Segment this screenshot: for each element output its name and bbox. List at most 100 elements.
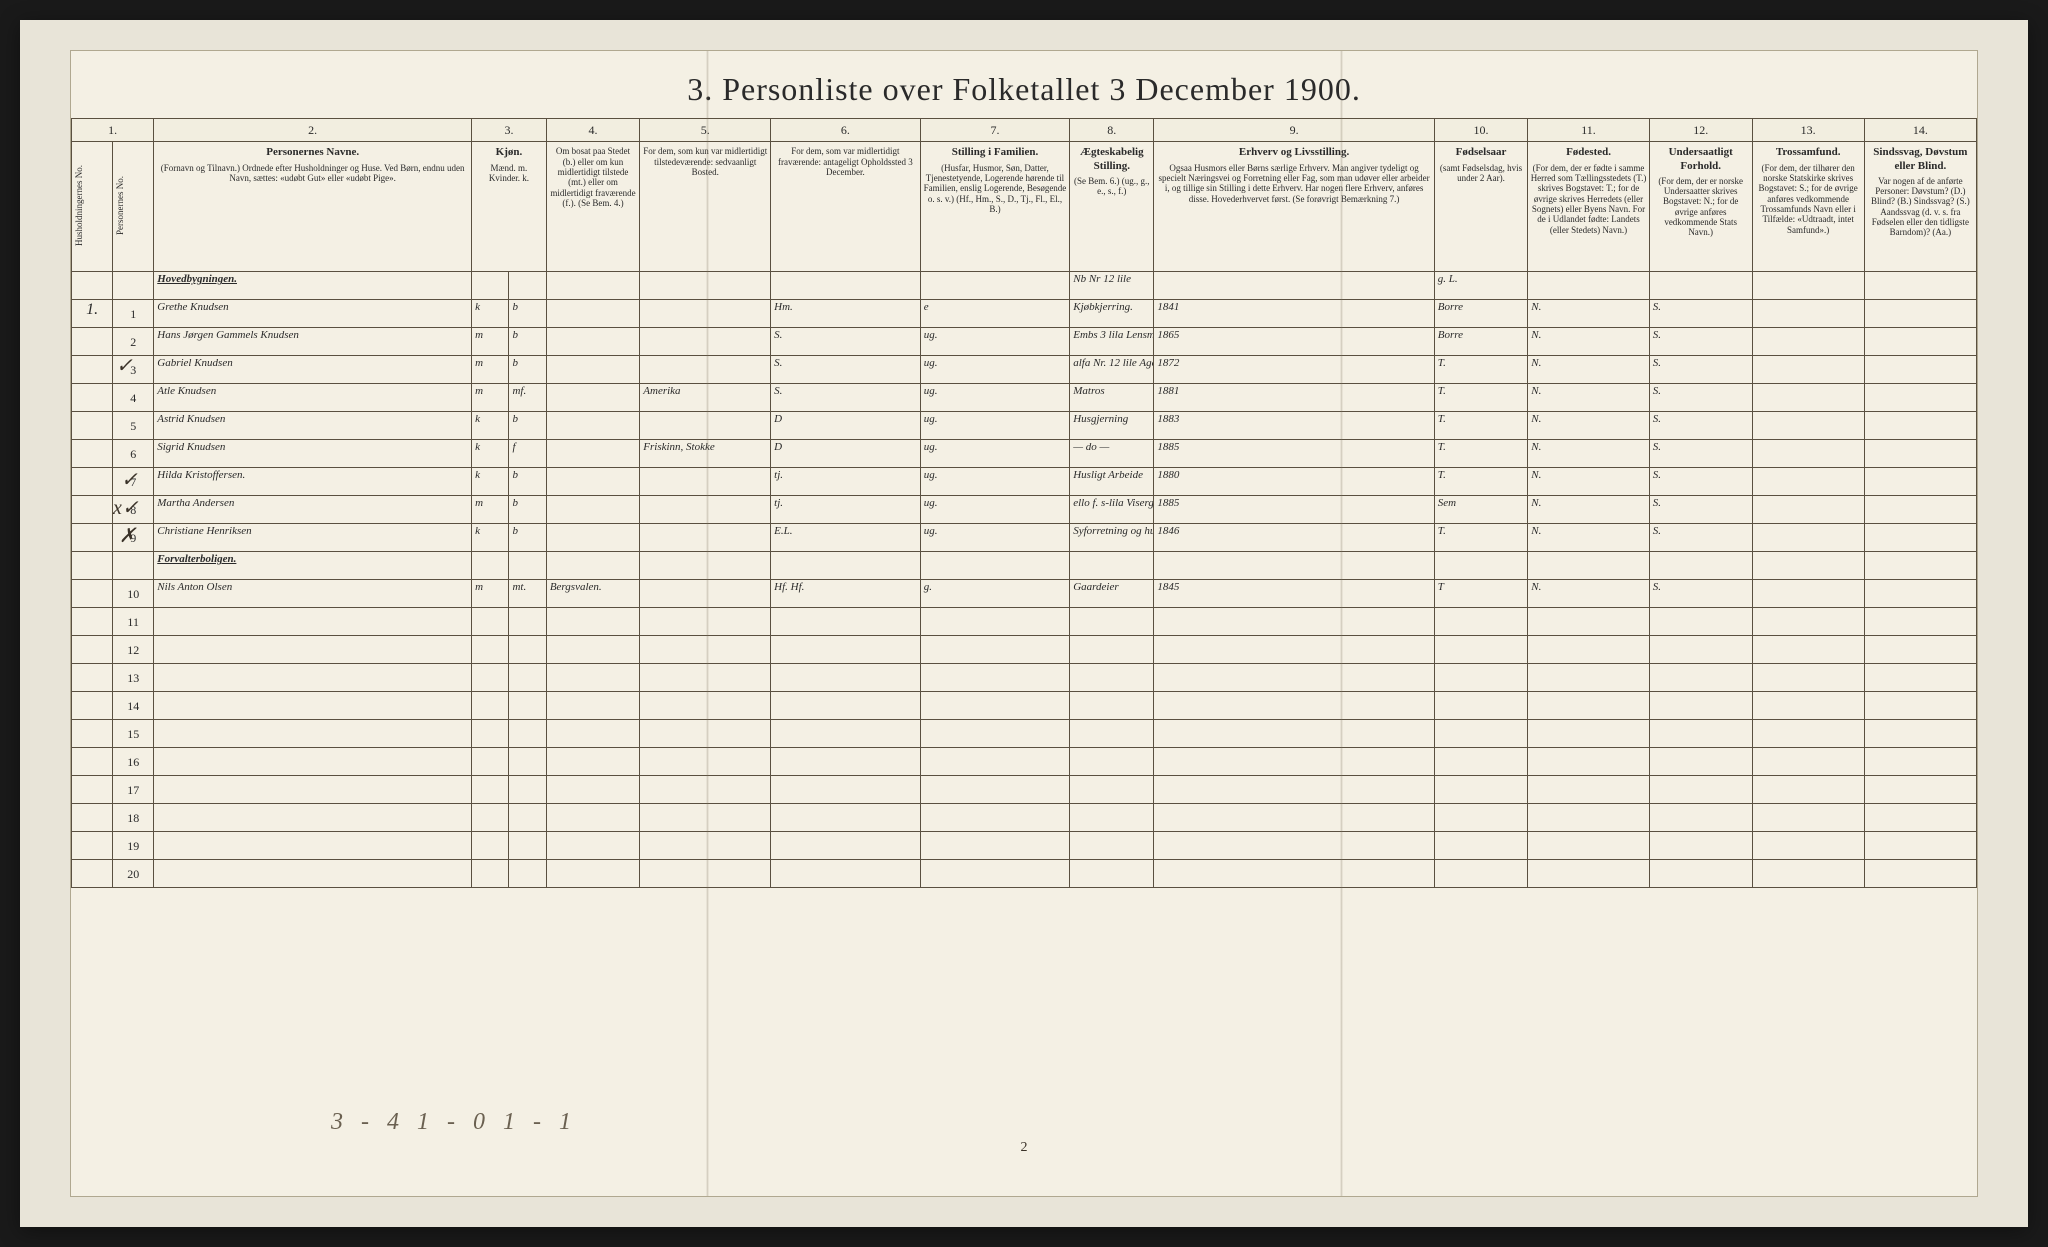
cell: mt. [509, 580, 546, 608]
census-sheet: 3. Personliste over Folketallet 3 Decemb… [70, 50, 1978, 1197]
cell: m [472, 384, 509, 412]
cell: Grethe Knudsen [154, 300, 472, 328]
cell [640, 832, 771, 860]
cell [920, 692, 1070, 720]
cell [72, 776, 113, 804]
cell [1752, 608, 1864, 636]
margin-mark: ✓ [116, 353, 133, 378]
cell [1864, 440, 1976, 468]
cell: Gaardeier [1070, 580, 1154, 608]
cell [546, 356, 639, 384]
cell [546, 328, 639, 356]
cell [1070, 776, 1154, 804]
cell [72, 692, 113, 720]
cell [1752, 692, 1864, 720]
cell [546, 748, 639, 776]
table-row: 8Martha Andersenmbtj.ug.ello f. s-lila V… [72, 496, 1977, 524]
cell [1528, 832, 1650, 860]
cell [1070, 608, 1154, 636]
cell [546, 412, 639, 440]
cell [113, 272, 154, 300]
cell [1154, 832, 1434, 860]
header-presence: Om bosat paa Stedet (b.) eller om kun mi… [546, 142, 639, 272]
cell [509, 832, 546, 860]
cell [1752, 860, 1864, 888]
cell [1154, 692, 1434, 720]
cell [72, 468, 113, 496]
cell [509, 720, 546, 748]
cell [640, 580, 771, 608]
cell [1752, 636, 1864, 664]
cell [1864, 412, 1976, 440]
cell: Martha Andersen [154, 496, 472, 524]
cell [472, 804, 509, 832]
margin-mark: ✓ [121, 467, 138, 492]
cell [546, 608, 639, 636]
header-temp-present: For dem, som kun var midlertidigt tilste… [640, 142, 771, 272]
cell: 13 [113, 664, 154, 692]
cell: k [472, 412, 509, 440]
table-row: 7Hilda Kristoffersen.kbtj.ug.Husligt Arb… [72, 468, 1977, 496]
cell [1752, 804, 1864, 832]
cell [920, 720, 1070, 748]
col-num: 5. [640, 119, 771, 142]
col-num: 4. [546, 119, 639, 142]
col-num: 14. [1864, 119, 1976, 142]
cell: 20 [113, 860, 154, 888]
table-row: 3Gabriel KnudsenmbS.ug.alfa Nr. 12 lile … [72, 356, 1977, 384]
cell [546, 804, 639, 832]
cell [1154, 608, 1434, 636]
cell: S. [771, 384, 921, 412]
cell [154, 776, 472, 804]
cell: ug. [920, 356, 1070, 384]
cell [640, 692, 771, 720]
scan-background: 3. Personliste over Folketallet 3 Decemb… [20, 20, 2028, 1227]
cell [72, 748, 113, 776]
cell: 6 [113, 440, 154, 468]
cell [771, 804, 921, 832]
header-nationality: Undersaatligt Forhold. (For dem, der er … [1649, 142, 1752, 272]
cell [509, 272, 546, 300]
cell: T. [1434, 524, 1527, 552]
cell: b [509, 300, 546, 328]
cell: Kjøbkjerring. [1070, 300, 1154, 328]
table-row: 12 [72, 636, 1977, 664]
cell: 1846 [1154, 524, 1434, 552]
cell: Borre [1434, 300, 1527, 328]
cell [1070, 720, 1154, 748]
cell [509, 776, 546, 804]
header-occupation: Erhverv og Livsstilling. Ogsaa Husmors e… [1154, 142, 1434, 272]
cell [1864, 636, 1976, 664]
col-num: 10. [1434, 119, 1527, 142]
cell: 1885 [1154, 440, 1434, 468]
cell [1752, 832, 1864, 860]
cell [113, 552, 154, 580]
cell: 1845 [1154, 580, 1434, 608]
header-temp-absent: For dem, som var midlertidigt fraværende… [771, 142, 921, 272]
cell [640, 664, 771, 692]
cell [1154, 804, 1434, 832]
cell [1752, 272, 1864, 300]
cell [1864, 804, 1976, 832]
cell [472, 608, 509, 636]
table-row: Forvalterboligen. [72, 552, 1977, 580]
cell [1752, 328, 1864, 356]
census-table: 1. 2. 3. 4. 5. 6. 7. 8. 9. 10. 11. 12. 1… [71, 118, 1977, 888]
header-row: Husholdningernes No. Personernes No. Per… [72, 142, 1977, 272]
cell [546, 272, 639, 300]
cell [72, 804, 113, 832]
cell [1070, 804, 1154, 832]
cell: ug. [920, 468, 1070, 496]
cell [1070, 832, 1154, 860]
cell [472, 832, 509, 860]
header-birthyear: Fødselsaar (samt Fødselsdag, hvis under … [1434, 142, 1527, 272]
cell [72, 580, 113, 608]
cell: Hilda Kristoffersen. [154, 468, 472, 496]
cell: b [509, 356, 546, 384]
cell [920, 804, 1070, 832]
cell: N. [1528, 524, 1650, 552]
cell [472, 860, 509, 888]
header-person-no: Personernes No. [113, 142, 154, 272]
col-num: 9. [1154, 119, 1434, 142]
table-row: 13 [72, 664, 1977, 692]
